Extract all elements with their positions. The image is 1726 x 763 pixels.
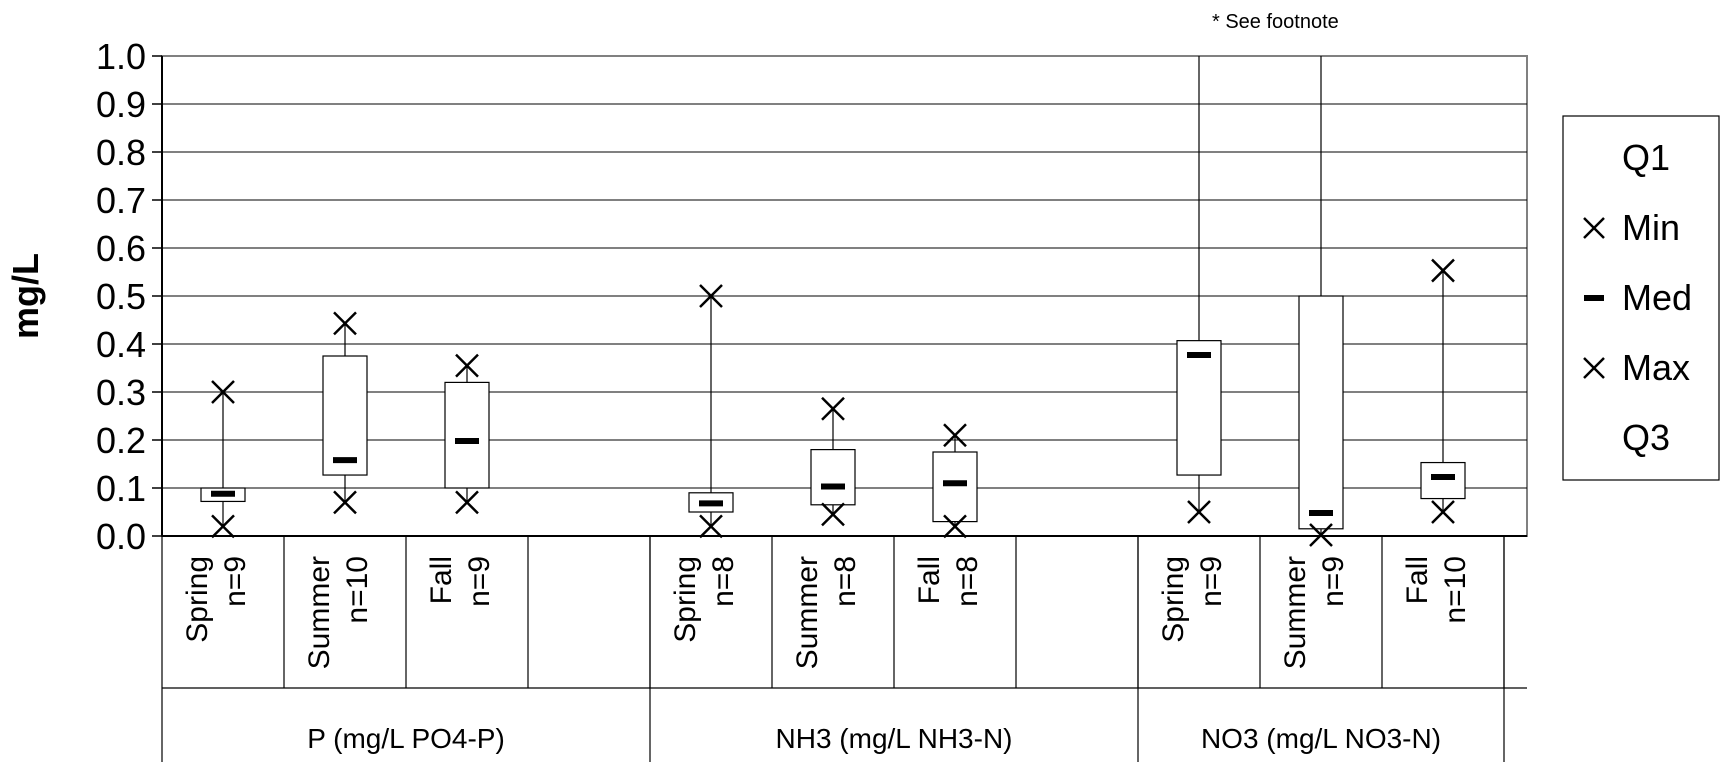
category-season-label: Spring: [1157, 556, 1190, 643]
max-marker: [821, 396, 845, 421]
category-n-label: n=10: [1439, 556, 1472, 624]
category-season-label: Fall: [1401, 556, 1434, 604]
category-season-label: Summer: [1279, 556, 1312, 669]
category-season-label: Spring: [181, 556, 214, 643]
box-q1-q3: [322, 355, 368, 476]
min-marker: [943, 514, 967, 539]
min-marker: [1431, 500, 1455, 524]
max-marker: [1431, 258, 1455, 283]
min-marker: [1309, 523, 1333, 547]
y-tick-label: 0.1: [96, 468, 146, 509]
category-n-label: n=9: [1195, 556, 1228, 607]
category-season-label: Fall: [425, 556, 458, 604]
category-season-label: Spring: [669, 556, 702, 643]
category-n-label: n=8: [829, 556, 862, 607]
category-n-label: n=9: [219, 556, 252, 607]
legend-min-marker: [1583, 217, 1605, 239]
min-marker: [1187, 500, 1211, 524]
legend-item-label: Min: [1622, 207, 1680, 248]
y-tick-label: 0.7: [96, 180, 146, 221]
category-n-label: n=10: [341, 556, 374, 624]
legend-max-marker: [1583, 357, 1605, 379]
min-marker: [211, 514, 235, 539]
box-q1-q3: [932, 451, 978, 523]
max-marker: [699, 284, 723, 308]
min-marker: [333, 490, 357, 515]
box-q1-q3: [1176, 340, 1222, 476]
y-tick-label: 0.4: [96, 324, 146, 365]
max-marker: [455, 353, 479, 378]
y-tick-label: 1.0: [96, 36, 146, 77]
category-season-label: Fall: [913, 556, 946, 604]
box-q1-q3: [444, 381, 490, 489]
y-tick-label: 0.5: [96, 276, 146, 317]
max-marker: [211, 380, 235, 404]
box-q1-q3: [810, 449, 856, 506]
max-marker: [333, 311, 357, 336]
min-marker: [699, 514, 723, 539]
category-n-label: n=9: [463, 556, 496, 607]
box-q1-q3: [1420, 461, 1466, 500]
y-tick-label: 0.3: [96, 372, 146, 413]
y-tick-label: 0.2: [96, 420, 146, 461]
category-n-label: n=8: [951, 556, 984, 607]
box-q1-q3: [1298, 295, 1344, 530]
legend-item-label: Max: [1622, 347, 1690, 388]
group-label: NO3 (mg/L NO3-N): [1201, 723, 1441, 754]
max-marker: [943, 423, 967, 448]
category-season-label: Summer: [791, 556, 824, 669]
min-marker: [455, 490, 479, 515]
min-marker: [821, 502, 845, 527]
y-axis-title: mg/L: [5, 253, 46, 339]
y-tick-label: 0.0: [96, 516, 146, 557]
category-season-label: Summer: [303, 556, 336, 669]
legend-item-label: Q1: [1622, 137, 1670, 178]
legend-item-label: Med: [1622, 277, 1692, 318]
group-label: P (mg/L PO4-P): [307, 723, 505, 754]
footnote: * See footnote: [1212, 11, 1339, 33]
category-n-label: n=9: [1317, 556, 1350, 607]
legend-item-label: Q3: [1622, 417, 1670, 458]
y-tick-label: 0.9: [96, 84, 146, 125]
y-tick-label: 0.8: [96, 132, 146, 173]
group-label: NH3 (mg/L NH3-N): [776, 723, 1013, 754]
category-n-label: n=8: [707, 556, 740, 607]
y-tick-label: 0.6: [96, 228, 146, 269]
